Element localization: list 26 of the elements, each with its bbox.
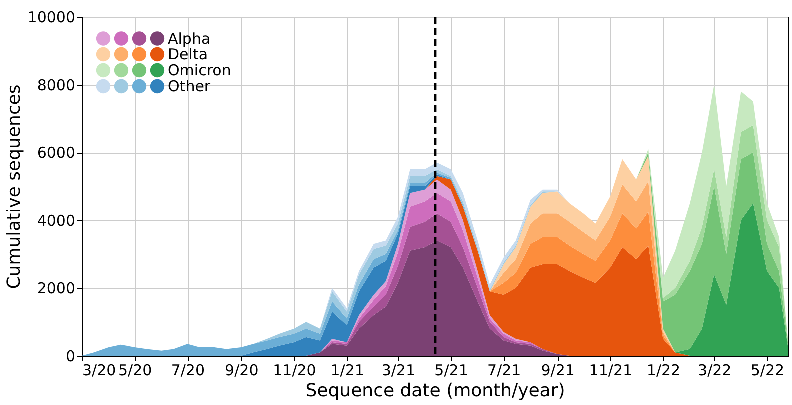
- x-axis-title: Sequence date (month/year): [306, 380, 566, 402]
- y-tick-label: 0: [66, 348, 76, 366]
- x-tick-label: 3/21: [382, 362, 416, 380]
- x-tick-label: 11/21: [589, 362, 633, 380]
- y-axis-title: Cumulative sequences: [4, 84, 25, 290]
- y-tick-label: 4000: [37, 212, 76, 230]
- x-tick-label: 7/20: [171, 362, 206, 380]
- x-tick-label: 9/20: [225, 362, 259, 380]
- legend-label: Other: [168, 78, 212, 96]
- y-tick-label: 6000: [37, 144, 76, 162]
- x-tick-label: 3/22: [698, 362, 732, 380]
- legend-label: Alpha: [168, 30, 211, 48]
- y-tick-label: 2000: [37, 280, 76, 298]
- x-tick-label: 1/22: [646, 362, 681, 380]
- x-tick-label: 1/21: [330, 362, 364, 380]
- x-tick-label: 9/21: [541, 362, 575, 380]
- legend-label: Omicron: [168, 62, 232, 80]
- y-tick-label: 10000: [28, 8, 76, 26]
- x-tick-label: 5/22: [750, 362, 785, 380]
- legend-label: Delta: [168, 46, 208, 64]
- x-tick-label: 5/21: [434, 362, 468, 380]
- x-tick-label: 3/20: [82, 362, 116, 380]
- y-tick-label: 8000: [37, 76, 76, 94]
- x-tick-label: 5/20: [118, 362, 152, 380]
- x-tick-label: 7/21: [488, 362, 522, 380]
- x-tick-label: 11/20: [273, 362, 316, 380]
